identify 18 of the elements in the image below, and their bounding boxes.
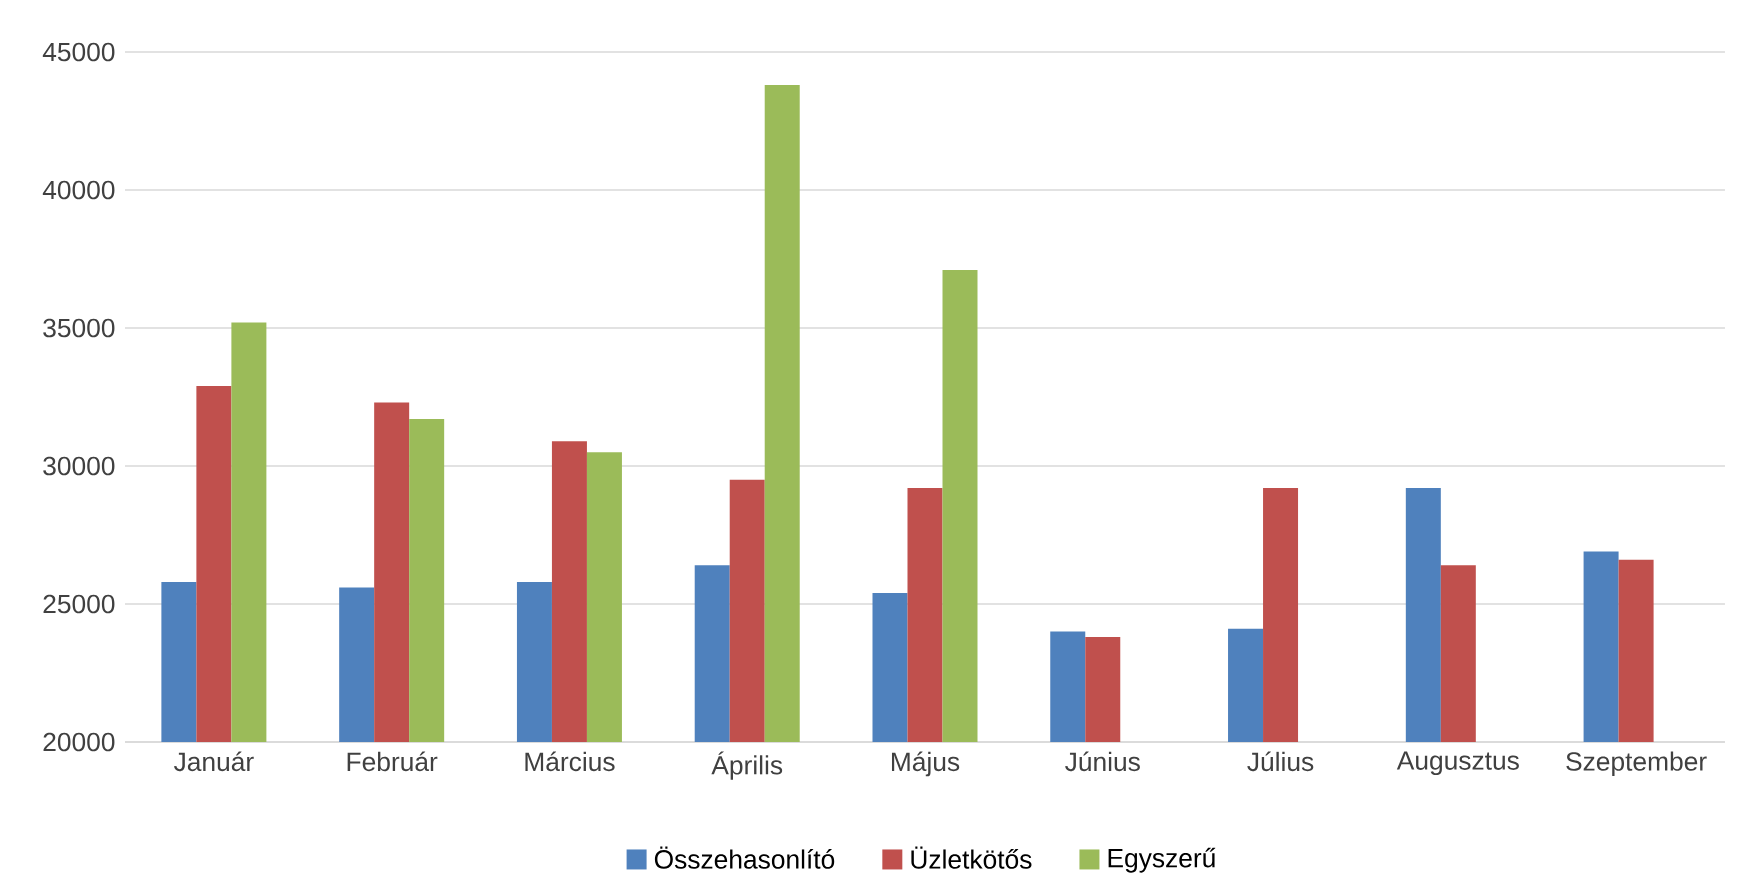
- x-tick-label: Január: [173, 751, 254, 772]
- y-tick-label: 35000: [43, 318, 115, 338]
- x-tick-label: Szeptember: [1566, 751, 1707, 777]
- x-tick-label: Május: [891, 751, 960, 777]
- x-tick-label: Június: [1065, 751, 1140, 772]
- x-tick-label: Augusztus: [1396, 751, 1519, 776]
- x-tick-label: Március: [525, 751, 615, 772]
- x-tick-label: Április: [711, 751, 783, 781]
- x-tick-label: Július: [1247, 751, 1314, 772]
- legend-label: Összehasonlító: [654, 846, 835, 870]
- y-tick-label: 20000: [43, 732, 115, 752]
- x-tick-label: Február: [347, 751, 438, 772]
- legend-label: Egyszerű: [1108, 848, 1216, 873]
- y-tick-label: 45000: [42, 42, 115, 62]
- y-tick-label: 25000: [43, 594, 115, 614]
- legend-label: Üzletkötős: [911, 846, 1032, 870]
- y-tick-label: 40000: [42, 180, 115, 200]
- y-tick-label: 30000: [43, 456, 115, 476]
